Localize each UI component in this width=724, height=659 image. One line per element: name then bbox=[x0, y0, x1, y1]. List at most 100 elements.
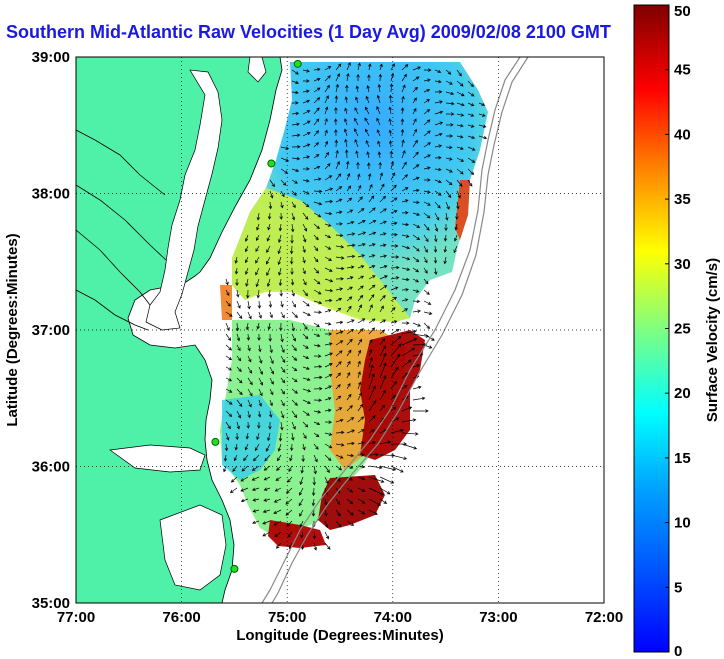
velocity-arrow bbox=[236, 355, 242, 362]
velocity-arrow bbox=[346, 319, 355, 324]
velocity-arrow bbox=[266, 234, 271, 242]
velocity-arrow bbox=[368, 254, 376, 258]
velocity-arrow bbox=[335, 340, 344, 346]
velocity-arrow bbox=[251, 465, 260, 471]
velocity-arrow bbox=[456, 190, 461, 199]
velocity-arrow bbox=[255, 234, 260, 242]
velocity-arrow bbox=[302, 421, 309, 428]
velocity-arrow bbox=[324, 531, 329, 540]
velocity-arrow bbox=[423, 78, 431, 82]
velocity-arrow bbox=[390, 172, 396, 181]
velocity-arrow bbox=[324, 408, 332, 413]
velocity-arrow bbox=[379, 195, 387, 203]
velocity-arrow bbox=[267, 223, 271, 231]
velocity-arrow bbox=[324, 66, 332, 71]
velocity-arrow bbox=[302, 143, 311, 148]
velocity-arrow bbox=[456, 80, 464, 87]
velocity-arrow bbox=[280, 399, 285, 407]
velocity-arrow bbox=[302, 333, 309, 340]
velocity-arrow bbox=[286, 487, 293, 494]
velocity-arrow bbox=[256, 322, 260, 330]
velocity-arrow bbox=[225, 344, 232, 351]
velocity-arrow bbox=[311, 498, 316, 507]
velocity-arrow bbox=[256, 432, 260, 441]
velocity-arrow bbox=[379, 404, 386, 412]
velocity-arrow bbox=[302, 201, 310, 208]
velocity-arrow bbox=[257, 333, 261, 341]
velocity-arrow bbox=[245, 432, 250, 440]
velocity-arrow bbox=[236, 344, 241, 352]
river-james bbox=[76, 289, 149, 331]
velocity-arrow bbox=[313, 245, 319, 252]
velocity-arrow bbox=[243, 454, 249, 462]
colorbar-tick-label: 35 bbox=[674, 191, 691, 208]
velocity-arrow bbox=[313, 142, 320, 148]
velocity-arrow bbox=[302, 223, 308, 232]
colorbar-label: Surface Velocity (cm/s) bbox=[704, 258, 721, 422]
velocity-vectors bbox=[223, 62, 488, 551]
velocity-arrow bbox=[280, 179, 287, 186]
velocity-arrow bbox=[302, 300, 310, 307]
velocity-arrow bbox=[401, 187, 409, 192]
velocity-arrow bbox=[467, 179, 473, 187]
velocity-arrow bbox=[313, 322, 320, 328]
velocity-arrow bbox=[456, 146, 464, 150]
velocity-arrow bbox=[401, 359, 412, 368]
velocity-arrow bbox=[467, 168, 475, 176]
velocity-arrow bbox=[335, 256, 345, 260]
velocity-arrow bbox=[423, 256, 428, 264]
velocity-arrow bbox=[244, 443, 249, 451]
velocity-arrow bbox=[223, 465, 227, 473]
velocity-arrow bbox=[258, 344, 262, 353]
velocity-arrow bbox=[266, 278, 271, 287]
velocity-arrow bbox=[443, 234, 448, 242]
velocity-arrow bbox=[434, 223, 439, 232]
velocity-arrow bbox=[267, 322, 271, 330]
velocity-arrow bbox=[302, 234, 307, 243]
velocity-arrow bbox=[423, 234, 429, 243]
velocity-arrow bbox=[344, 118, 348, 126]
colorbar-tick-label: 10 bbox=[674, 515, 691, 532]
velocity-arrow bbox=[423, 88, 431, 93]
y-tick-label: 37:00 bbox=[32, 322, 70, 339]
velocity-arrow bbox=[225, 388, 233, 393]
velocity-arrow bbox=[286, 520, 293, 527]
y-tick-label: 38:00 bbox=[32, 186, 70, 203]
velocity-arrow bbox=[280, 311, 285, 319]
velocity-field-yellow bbox=[232, 188, 410, 322]
velocity-arrow bbox=[298, 487, 304, 496]
velocity-arrow bbox=[274, 487, 282, 492]
velocity-arrow bbox=[376, 129, 381, 137]
velocity-arrow bbox=[291, 300, 296, 308]
velocity-arrow bbox=[379, 319, 387, 324]
velocity-arrow bbox=[456, 113, 465, 117]
velocity-arrow bbox=[357, 184, 362, 192]
velocity-arrow bbox=[346, 405, 353, 412]
velocity-arrow bbox=[455, 212, 459, 220]
velocity-arrow bbox=[255, 256, 260, 264]
velocity-arrow bbox=[257, 410, 262, 418]
velocity-arrow bbox=[269, 366, 274, 375]
station-3-marker bbox=[211, 437, 220, 446]
velocity-arrow bbox=[334, 95, 339, 104]
velocity-arrow bbox=[346, 254, 356, 259]
station-4-marker bbox=[230, 564, 239, 573]
velocity-arrow bbox=[313, 67, 321, 72]
velocity-arrow bbox=[390, 353, 401, 368]
velocity-arrow bbox=[236, 300, 241, 309]
velocity-arrow bbox=[291, 399, 298, 406]
velocity-arrow bbox=[291, 344, 297, 352]
velocity-arrow bbox=[346, 338, 353, 346]
velocity-arrow bbox=[357, 208, 365, 214]
velocity-arrow bbox=[324, 498, 328, 506]
velocity-arrow bbox=[388, 140, 393, 148]
velocity-arrow bbox=[390, 72, 395, 82]
velocity-arrow bbox=[236, 333, 241, 342]
velocity-arrow bbox=[379, 352, 387, 368]
velocity-arrow bbox=[357, 403, 364, 412]
velocity-arrow bbox=[357, 254, 366, 258]
bathymetry-contour-1 bbox=[261, 57, 521, 603]
velocity-arrow bbox=[302, 120, 311, 126]
velocity-arrow bbox=[456, 168, 464, 175]
velocity-arrow bbox=[368, 339, 373, 346]
